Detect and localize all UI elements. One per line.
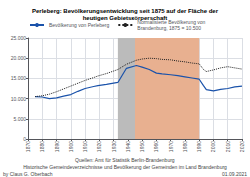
- svg-text:01.09.2021: 01.09.2021: [222, 171, 247, 177]
- svg-text:25.000: 25.000: [11, 35, 27, 41]
- svg-text:1890: 1890: [54, 141, 60, 152]
- svg-text:1920: 1920: [96, 141, 102, 152]
- svg-text:1970: 1970: [168, 141, 174, 152]
- svg-text:1930: 1930: [111, 141, 117, 152]
- svg-text:Bevölkerung von Perleberg: Bevölkerung von Perleberg: [49, 22, 110, 28]
- svg-text:5.000: 5.000: [13, 116, 26, 122]
- svg-text:1900: 1900: [68, 141, 74, 152]
- svg-text:1950: 1950: [139, 141, 145, 152]
- svg-text:2010: 2010: [225, 141, 231, 152]
- svg-text:Perleberg: Bevölkerungsentwick: Perleberg: Bevölkerungsentwicklung seit …: [32, 8, 219, 14]
- svg-text:1870: 1870: [25, 141, 31, 152]
- svg-text:Historische Gemeindeverzeichni: Historische Gemeindeverzeichnisse und Be…: [23, 164, 227, 170]
- svg-text:1960: 1960: [153, 141, 159, 152]
- svg-text:10.000: 10.000: [11, 96, 27, 102]
- svg-text:1990: 1990: [196, 141, 202, 152]
- svg-text:2000: 2000: [210, 141, 216, 152]
- svg-text:15.000: 15.000: [11, 75, 27, 81]
- svg-text:Quellen: Amt für Statistik Ber: Quellen: Amt für Statistik Berlin-Brande…: [75, 157, 175, 163]
- svg-text:1880: 1880: [39, 141, 45, 152]
- svg-text:1940: 1940: [125, 141, 131, 152]
- svg-text:Brandenburg, 1875 = 10.500: Brandenburg, 1875 = 10.500: [137, 25, 201, 31]
- svg-text:1980: 1980: [182, 141, 188, 152]
- svg-text:2020: 2020: [239, 141, 245, 152]
- svg-text:by Claus G. Oberbach: by Claus G. Oberbach: [3, 171, 53, 177]
- svg-text:1910: 1910: [82, 141, 88, 152]
- svg-text:0: 0: [23, 136, 26, 142]
- svg-text:heutigen Gebietsкörperschaft: heutigen Gebietsкörperschaft: [83, 15, 168, 21]
- svg-text:20.000: 20.000: [11, 55, 27, 61]
